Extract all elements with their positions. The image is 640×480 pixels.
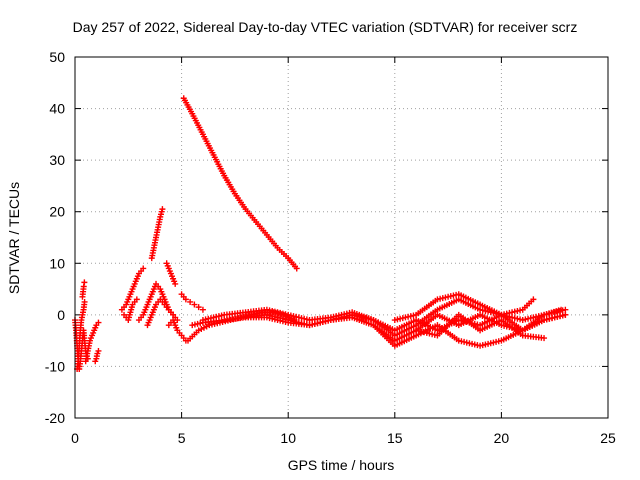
- data-point: [530, 296, 537, 303]
- series-arc9: [144, 296, 177, 329]
- series-arc19: [370, 311, 569, 349]
- series-arc11: [163, 260, 179, 287]
- data-point: [558, 306, 565, 313]
- data-point: [199, 306, 206, 313]
- axis-ticks: 0 5 10 15 20 25 -20 -10 0 10 20 30 40 50: [45, 49, 616, 446]
- series-arc5: [92, 347, 102, 365]
- series-arc20: [391, 291, 537, 324]
- x-axis-label: GPS time / hours: [288, 457, 395, 473]
- data-point: [95, 347, 102, 354]
- data-point: [191, 301, 198, 308]
- data-point: [562, 311, 569, 318]
- y-tick-label: 20: [49, 204, 65, 220]
- chart-title: Day 257 of 2022, Sidereal Day-to-day VTE…: [73, 19, 578, 35]
- data-point: [195, 304, 202, 311]
- y-axis-label: SDTVAR / TECUs: [6, 182, 22, 294]
- y-tick-label: 30: [49, 152, 65, 168]
- y-tick-label: 0: [57, 307, 65, 323]
- data-point: [541, 335, 548, 342]
- y-tick-label: -20: [45, 410, 65, 426]
- data-point: [170, 311, 177, 318]
- series-arc13: [178, 291, 206, 313]
- series-arc2: [74, 298, 88, 373]
- series-arc21: [413, 306, 565, 334]
- series-arc14: [180, 95, 300, 272]
- data-point: [95, 319, 102, 326]
- data-point: [81, 298, 88, 305]
- data-point: [133, 296, 140, 303]
- x-tick-label: 10: [280, 430, 296, 446]
- data-point: [140, 265, 147, 272]
- data-point: [159, 206, 166, 213]
- x-tick-label: 25: [600, 430, 616, 446]
- data-points: [72, 95, 569, 373]
- series-arc4: [82, 319, 102, 365]
- data-point: [172, 280, 179, 287]
- x-tick-label: 20: [494, 430, 510, 446]
- x-tick-label: 0: [71, 430, 79, 446]
- y-tick-label: 10: [49, 255, 65, 271]
- y-tick-label: -10: [45, 358, 65, 374]
- data-point: [182, 296, 189, 303]
- data-point: [81, 279, 88, 286]
- data-point: [187, 298, 194, 305]
- series-arc3: [79, 279, 88, 300]
- data-point: [293, 265, 300, 272]
- series-arc6: [118, 265, 147, 313]
- x-tick-label: 15: [387, 430, 403, 446]
- y-tick-label: 50: [49, 49, 65, 65]
- x-tick-label: 5: [178, 430, 186, 446]
- series-arc10: [148, 206, 166, 262]
- plot-frame: [74, 56, 609, 419]
- series-arc7: [121, 296, 140, 324]
- y-tick-label: 40: [49, 101, 65, 117]
